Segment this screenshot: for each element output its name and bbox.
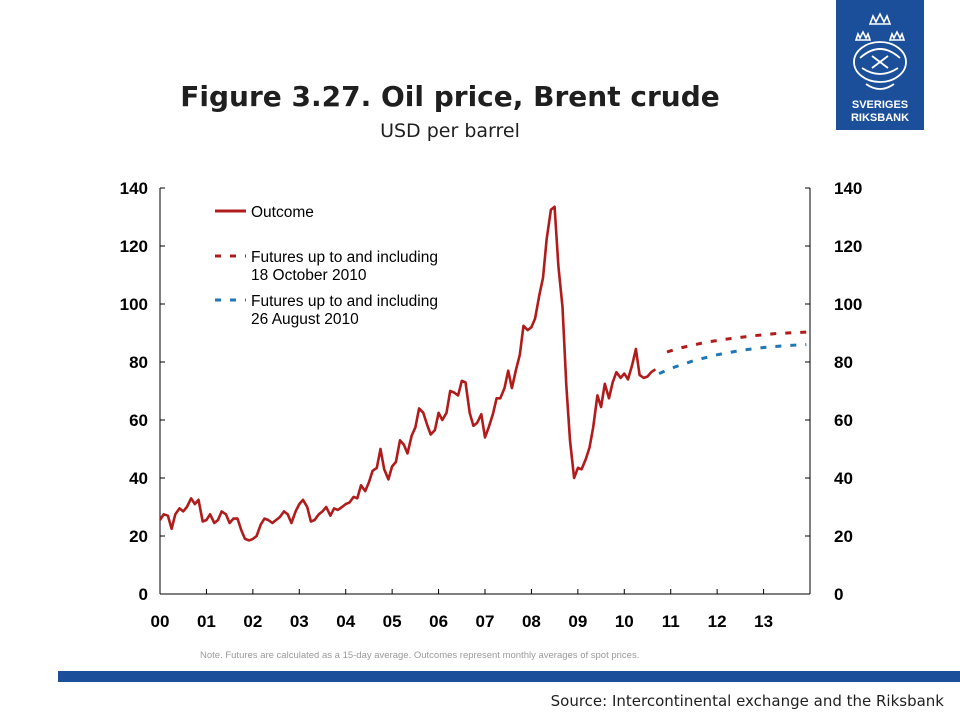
series-line-3 (658, 343, 807, 375)
x-tick-label: 06 (429, 612, 448, 631)
left-y-tick-label: 100 (120, 295, 148, 314)
x-tick-label: 12 (708, 612, 727, 631)
chart-series (158, 205, 807, 542)
x-tick-label: 04 (336, 612, 355, 631)
series-line-2 (666, 330, 807, 354)
source-text: Source: Intercontinental exchange and th… (550, 692, 944, 710)
chart-subtitle: USD per barrel (380, 120, 520, 142)
x-tick-label: 11 (662, 612, 680, 631)
footer-rule (58, 671, 960, 682)
x-tick-label: 07 (476, 612, 495, 631)
x-tick-label: 05 (383, 612, 402, 631)
logo-text-sveriges: SVERIGES (852, 99, 908, 111)
right-y-tick-label: 140 (834, 179, 862, 198)
right-y-tick-label: 80 (834, 353, 853, 372)
logo-background (836, 0, 924, 130)
x-tick-label: 00 (151, 612, 170, 631)
chart-note: Note. Futures are calculated as a 15-day… (200, 650, 640, 661)
x-tick-label: 08 (522, 612, 541, 631)
legend-label-2: Futures up to and including (251, 249, 438, 266)
right-y-tick-label: 0 (834, 585, 843, 604)
legend-box (207, 197, 485, 332)
x-tick-label: 02 (243, 612, 262, 631)
logo-text-riksbank: RIKSBANK (851, 112, 909, 124)
x-tick-label: 10 (615, 612, 634, 631)
series-line-1 (158, 205, 657, 542)
chart-title: Figure 3.27. Oil price, Brent crude (180, 80, 720, 113)
x-tick-label: 01 (197, 612, 216, 631)
legend-label-3: Futures up to and including (251, 293, 438, 310)
left-y-tick-label: 60 (129, 411, 148, 430)
legend-label-1: Outcome (251, 204, 314, 221)
left-y-tick-label: 20 (129, 527, 148, 546)
crown-icon (854, 12, 906, 41)
seal-icon (853, 41, 907, 90)
right-y-tick-label: 120 (834, 237, 862, 256)
x-tick-label: 09 (568, 612, 587, 631)
right-y-tick-label: 20 (834, 527, 853, 546)
left-y-tick-label: 80 (129, 353, 148, 372)
left-y-tick-label: 140 (120, 179, 148, 198)
right-y-tick-label: 60 (834, 411, 853, 430)
x-tick-label: 03 (290, 612, 309, 631)
left-y-tick-label: 0 (139, 585, 148, 604)
x-tick-label: 13 (754, 612, 773, 631)
right-y-tick-label: 100 (834, 295, 862, 314)
left-y-tick-label: 40 (129, 469, 148, 488)
legend-label-3: 26 August 2010 (251, 311, 359, 328)
left-y-tick-label: 120 (120, 237, 148, 256)
riksbank-logo: SVERIGES RIKSBANK (836, 0, 924, 130)
right-y-tick-label: 40 (834, 469, 853, 488)
legend-label-2: 18 October 2010 (251, 267, 367, 284)
